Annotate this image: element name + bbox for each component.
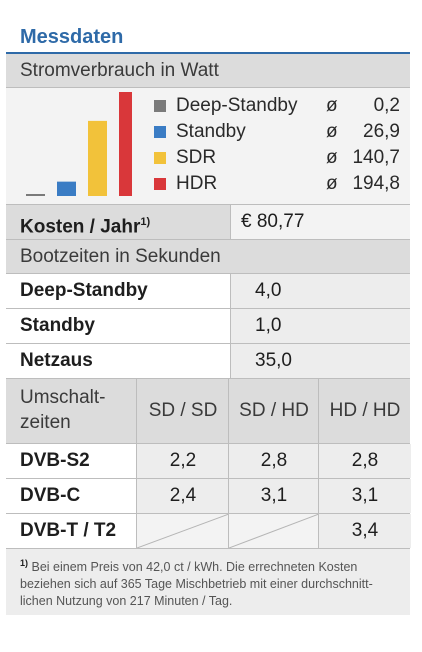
legend-swatch-sdr [154, 152, 166, 164]
bar-deep-standby [26, 194, 45, 196]
switch-row-label: DVB-S2 [20, 450, 90, 471]
not-applicable-cell [136, 514, 229, 548]
cost-value: € 80,77 [230, 205, 410, 239]
average-symbol: ø [326, 121, 338, 142]
page-title: Messdaten [6, 22, 410, 54]
measurement-table: Messdaten Stromverbrauch in Watt Deep-St… [6, 22, 411, 615]
footnote-text: Bei einem Preis von 42,0 ct / kWh. Die e… [20, 560, 373, 609]
switch-value: 2,8 [318, 444, 411, 478]
power-bar-chart [26, 92, 132, 196]
switch-value: 2,4 [136, 479, 229, 513]
header-sd-hd: SD / HD [228, 379, 319, 443]
legend-item-standby: Standby ø 26,9 [146, 119, 404, 145]
footnote-mark: 1) [140, 216, 151, 228]
switch-value: 3,4 [318, 514, 411, 548]
legend-label: Standby [176, 121, 246, 142]
legend-value: 26,9 [363, 121, 400, 142]
switch-value: 2,8 [228, 444, 319, 478]
boot-section-header: Bootzeiten in Sekunden [6, 240, 410, 274]
switch-value: 2,2 [136, 444, 229, 478]
power-section-header: Stromverbrauch in Watt [6, 54, 410, 88]
switch-row-dvb-s2: DVB-S2 2,2 2,8 2,8 [6, 444, 411, 479]
average-symbol: ø [326, 147, 338, 168]
bar-sdr [88, 120, 107, 196]
legend-label: Deep-Standby [176, 95, 298, 116]
switch-row-dvb-c: DVB-C 2,4 3,1 3,1 [6, 479, 411, 514]
legend-value: 140,7 [352, 147, 400, 168]
power-legend: Deep-Standby ø 0,2 Standby ø 26,9 SDR ø … [146, 93, 404, 197]
boot-value: 1,0 [230, 309, 410, 343]
footnote-mark: 1) [20, 558, 29, 568]
switch-row-label: DVB-T / T2 [20, 520, 117, 541]
header-hd-hd: HD / HD [318, 379, 411, 443]
switch-label: Umschalt-zeiten [20, 387, 106, 433]
legend-label: HDR [176, 173, 218, 194]
legend-swatch-standby [154, 126, 166, 138]
boot-label: Standby [20, 315, 95, 336]
average-symbol: ø [326, 173, 338, 194]
switch-value: 3,1 [318, 479, 411, 513]
bar-standby [57, 181, 76, 196]
boot-row-standby: Standby 1,0 [6, 309, 410, 344]
cost-label: Kosten / Jahr1) [20, 216, 151, 238]
bar-hdr [119, 92, 132, 196]
switch-row-label: DVB-C [20, 485, 81, 506]
not-applicable-cell [228, 514, 319, 548]
legend-value: 194,8 [352, 173, 400, 194]
boot-row-netzaus: Netzaus 35,0 [6, 344, 410, 379]
boot-label: Deep-Standby [20, 280, 148, 301]
boot-row-deep-standby: Deep-Standby 4,0 [6, 274, 410, 309]
switch-header-row: Umschalt-zeiten SD / SD SD / HD HD / HD [6, 379, 410, 444]
cost-row: Kosten / Jahr1) € 80,77 [6, 205, 410, 240]
footnote: 1) Bei einem Preis von 42,0 ct / kWh. Di… [6, 549, 410, 615]
boot-value: 35,0 [230, 344, 410, 378]
legend-label: SDR [176, 147, 217, 168]
legend-item-sdr: SDR ø 140,7 [146, 145, 404, 171]
power-chart: Deep-Standby ø 0,2 Standby ø 26,9 SDR ø … [6, 88, 410, 205]
average-symbol: ø [326, 95, 338, 116]
legend-item-hdr: HDR ø 194,8 [146, 171, 404, 197]
legend-item-deep-standby: Deep-Standby ø 0,2 [146, 93, 404, 119]
diagonal-strike [137, 514, 229, 548]
legend-swatch-hdr [154, 178, 166, 190]
boot-value: 4,0 [230, 274, 410, 308]
boot-label: Netzaus [20, 350, 93, 371]
header-sd-sd: SD / SD [136, 379, 229, 443]
legend-swatch-deep-standby [154, 100, 166, 112]
diagonal-strike [229, 514, 319, 548]
switch-value: 3,1 [228, 479, 319, 513]
legend-value: 0,2 [373, 95, 400, 116]
switch-row-dvb-t2: DVB-T / T2 3,4 [6, 514, 411, 549]
